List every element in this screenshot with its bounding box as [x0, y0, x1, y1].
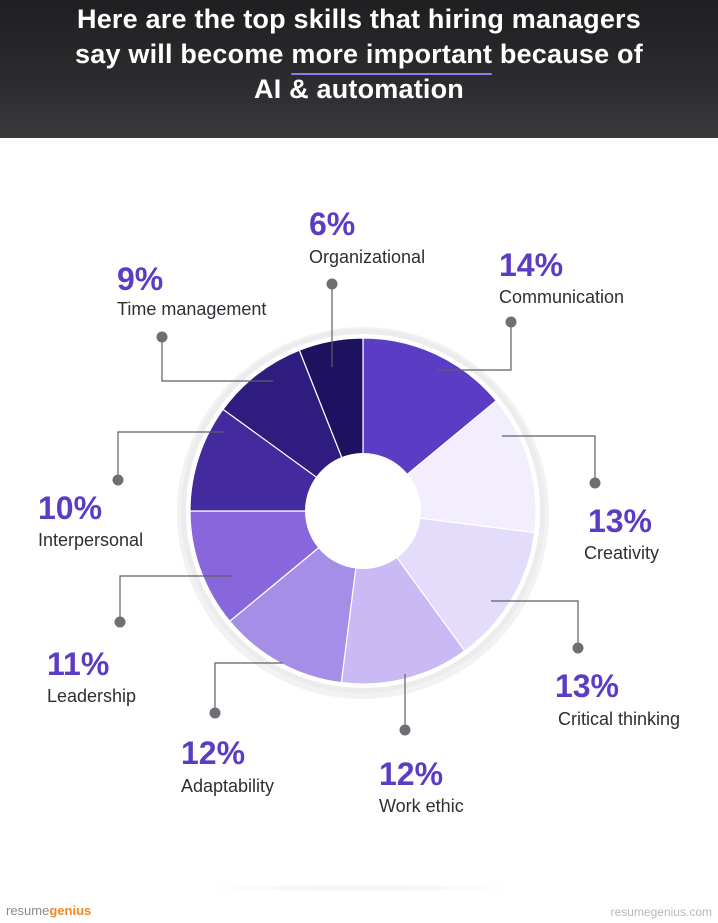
leader-line-adaptability: [214, 662, 283, 713]
leader-line-time-management: [161, 337, 273, 382]
brand-logo: resumegenius: [6, 903, 91, 918]
category-label-communication: Communication: [499, 287, 624, 307]
category-label-organizational: Organizational: [309, 247, 425, 267]
value-label-interpersonal: 10%: [38, 490, 102, 526]
leader-line-critical-thinking: [491, 600, 579, 648]
value-label-time-management: 9%: [117, 261, 163, 297]
leader-line-creativity: [502, 435, 596, 483]
leader-dot-adaptability: [209, 707, 221, 719]
value-label-leadership: 11%: [47, 646, 109, 682]
page-title: Here are the top skills that hiring mana…: [0, 2, 718, 107]
leader-dot-interpersonal: [112, 474, 124, 486]
category-label-creativity: Creativity: [584, 543, 659, 563]
footer-url: resumegenius.com: [610, 905, 712, 919]
title-line-2-post: because of: [492, 39, 643, 69]
leader-line-leadership: [119, 575, 232, 622]
leader-dot-leadership: [114, 616, 126, 628]
value-label-adaptability: 12%: [181, 735, 245, 771]
leader-dot-critical-thinking: [572, 642, 584, 654]
value-label-communication: 14%: [499, 247, 563, 283]
donut-hole: [305, 453, 421, 569]
leader-dot-communication: [505, 316, 517, 328]
leader-line-communication: [437, 322, 512, 371]
value-label-creativity: 13%: [588, 503, 652, 539]
category-label-interpersonal: Interpersonal: [38, 530, 143, 550]
leader-dot-creativity: [589, 477, 601, 489]
leader-line-interpersonal: [117, 431, 225, 480]
leader-dot-work-ethic: [399, 724, 411, 736]
category-label-critical-thinking: Critical thinking: [558, 709, 680, 729]
title-line-2: say will become more important because o…: [0, 37, 718, 75]
value-label-organizational: 6%: [309, 206, 355, 242]
logo-text-genius: genius: [49, 903, 92, 918]
value-label-work-ethic: 12%: [379, 756, 443, 792]
category-label-leadership: Leadership: [47, 686, 136, 706]
category-label-adaptability: Adaptability: [181, 776, 274, 796]
title-line-1: Here are the top skills that hiring mana…: [77, 4, 641, 34]
title-highlight: more important: [291, 37, 493, 75]
category-label-work-ethic: Work ethic: [379, 796, 464, 816]
logo-text-resume: resume: [6, 903, 50, 918]
chart-shadow: [195, 884, 525, 892]
value-label-critical-thinking: 13%: [555, 668, 619, 704]
category-label-time-management: Time management: [117, 299, 266, 319]
title-line-3: AI & automation: [254, 74, 464, 104]
leader-dot-organizational: [326, 278, 338, 290]
title-line-2-pre: say will become: [75, 39, 292, 69]
header-banner: Here are the top skills that hiring mana…: [0, 0, 718, 138]
leader-dot-time-management: [156, 331, 168, 343]
